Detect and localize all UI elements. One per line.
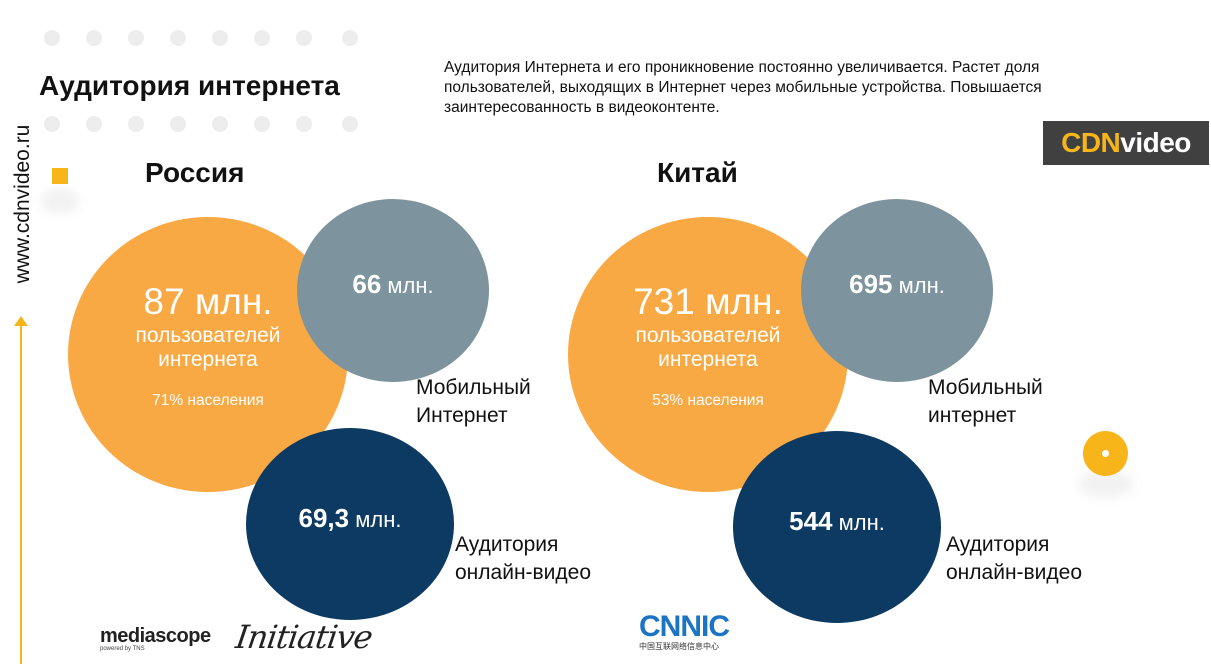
china-video-unit: млн.: [838, 509, 885, 535]
russia-mobile-unit: млн.: [387, 273, 434, 298]
russia-video-circle: 69,3 млн.: [246, 428, 454, 620]
cnnic-logo: CNNIC 中国互联网络信息中心: [639, 610, 730, 652]
china-users-label-2: интернета: [658, 347, 758, 371]
russia-mobile-circle: 66 млн.: [297, 199, 489, 382]
china-video-value: 544: [789, 505, 833, 536]
china-users-label-1: пользователей: [635, 323, 781, 347]
russia-mobile-value: 66: [352, 269, 382, 299]
mediascope-logo: mediascope powered by TNS: [100, 625, 211, 652]
china-mobile-value: 695: [849, 269, 893, 299]
russia-users-value: 87 млн.: [143, 280, 273, 322]
description: Аудитория Интернета и его проникновение …: [444, 59, 1042, 116]
initiative-logo: Initiative: [233, 618, 375, 656]
site-url[interactable]: www.cdnvideo.ru: [11, 124, 34, 284]
russia-users-label-2: интернета: [158, 347, 258, 371]
china-video-circle: 544 млн.: [733, 431, 941, 623]
china-penetration: 53% населения: [652, 391, 764, 409]
country-china: Китай: [657, 157, 738, 188]
russia-video-value: 69,3: [298, 502, 350, 533]
cdnvideo-logo: CDN video: [1043, 121, 1209, 165]
vertical-accent-line: [20, 325, 22, 664]
shadow-decoration: [40, 188, 80, 214]
russia-mobile-label: Мобильный Интернет: [416, 376, 531, 427]
arrow-up-icon: [14, 316, 28, 326]
accent-square: [52, 168, 68, 184]
nav-dot-button[interactable]: [1083, 431, 1128, 476]
russia-video-label: Аудитория онлайн-видео: [455, 533, 592, 584]
china-mobile-label: Мобильный интернет: [928, 376, 1043, 427]
china-mobile-unit: млн.: [898, 273, 945, 298]
page-title: Аудитория интернета: [39, 70, 340, 101]
country-russia: Россия: [145, 157, 245, 188]
china-users-value: 731 млн.: [633, 280, 783, 322]
china-mobile-circle: 695 млн.: [801, 199, 993, 382]
russia-penetration: 71% населения: [152, 391, 264, 409]
russia-video-unit: млн.: [355, 506, 402, 532]
china-video-label: Аудитория онлайн-видео: [946, 533, 1083, 584]
russia-users-label-1: пользователей: [135, 323, 281, 347]
